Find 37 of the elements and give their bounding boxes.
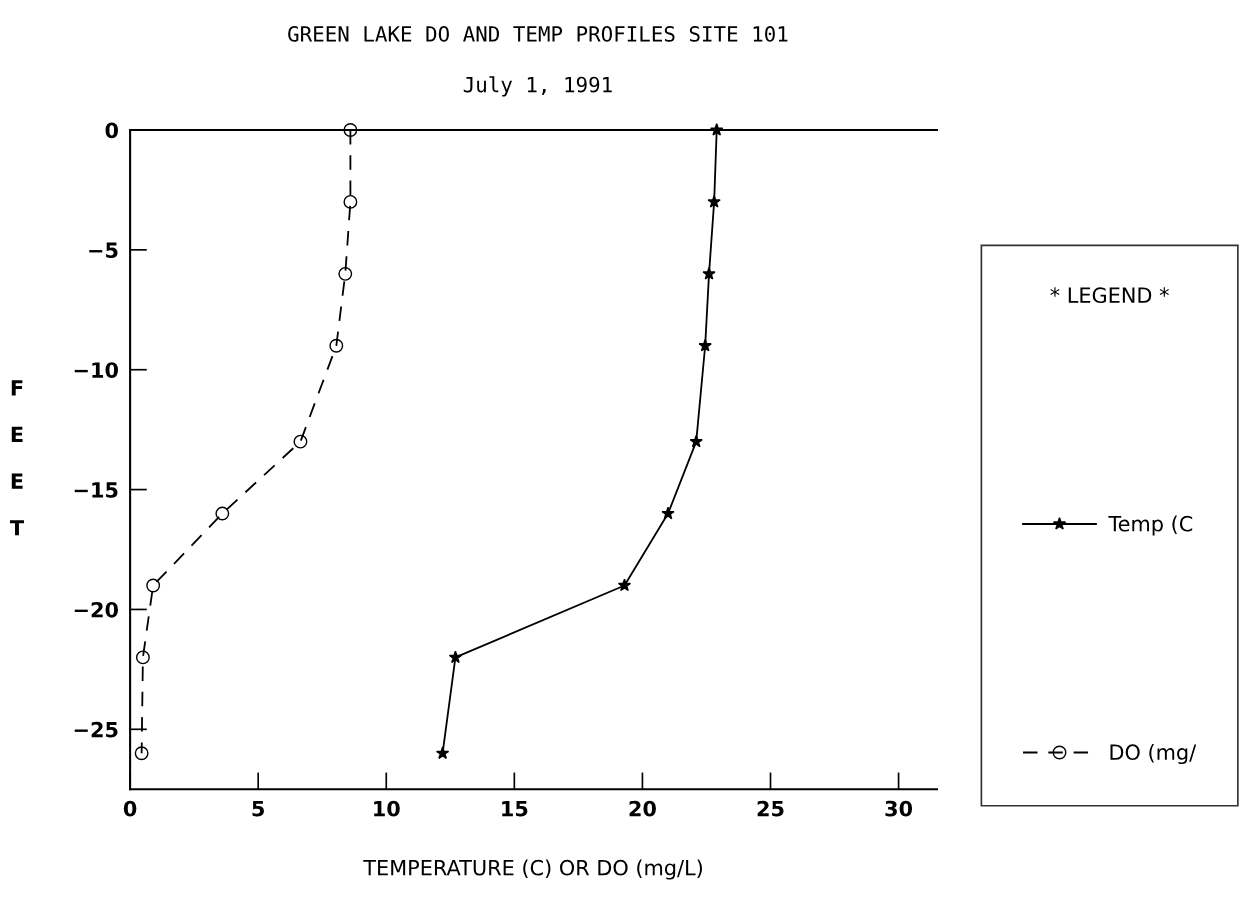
point bbox=[134, 746, 149, 761]
point bbox=[343, 123, 358, 137]
x-tick-label: 5 bbox=[252, 800, 264, 817]
x-tick-label: 15 bbox=[502, 800, 528, 817]
legend-label: DO (mg/ bbox=[1110, 743, 1197, 765]
y-tick-label: −20 bbox=[74, 601, 118, 618]
x-tick-label: 0 bbox=[123, 800, 137, 817]
point bbox=[617, 578, 632, 592]
point bbox=[135, 650, 150, 665]
point bbox=[702, 266, 716, 280]
chart-subtitle: July 1, 1991 bbox=[463, 76, 612, 97]
y-tick-label: 0 bbox=[105, 122, 118, 139]
chart-title: GREEN LAKE DO AND TEMP PROFILES SITE 101 bbox=[288, 26, 788, 42]
x-tick-label: 10 bbox=[374, 800, 400, 817]
point bbox=[689, 434, 703, 448]
y-tick-label: −5 bbox=[89, 242, 118, 259]
y-tick-label: −10 bbox=[74, 362, 118, 378]
point bbox=[338, 266, 353, 281]
point bbox=[435, 746, 450, 760]
x-tick-label: 25 bbox=[757, 800, 784, 817]
point bbox=[293, 434, 308, 449]
legend-title: * LEGEND * bbox=[1050, 287, 1169, 304]
x-axis-title: TEMPERATURE (C) OR DO (mg/L) bbox=[363, 859, 703, 880]
y-tick-label: −15 bbox=[74, 482, 118, 498]
point bbox=[448, 650, 463, 664]
point bbox=[707, 194, 721, 208]
text: FEET bbox=[9, 380, 24, 536]
point bbox=[698, 338, 712, 352]
point bbox=[661, 506, 675, 520]
y-tick-label: −25 bbox=[74, 721, 118, 738]
point bbox=[215, 506, 230, 521]
point bbox=[146, 578, 161, 593]
x-tick-label: 30 bbox=[885, 800, 913, 817]
point bbox=[343, 194, 358, 209]
x-tick-label: 20 bbox=[629, 800, 656, 817]
point bbox=[329, 338, 344, 353]
legend-label: Temp (C bbox=[1108, 515, 1193, 536]
